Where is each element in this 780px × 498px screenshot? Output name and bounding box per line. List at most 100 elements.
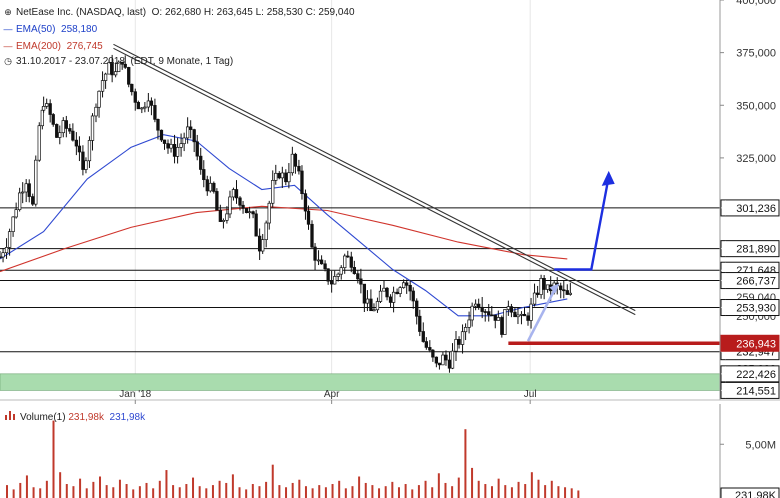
candle-body bbox=[562, 289, 566, 292]
volume-bar bbox=[577, 490, 580, 498]
candle-body bbox=[421, 331, 425, 342]
volume-bar bbox=[424, 480, 427, 498]
candle-body bbox=[254, 213, 258, 237]
volume-bar bbox=[172, 485, 175, 498]
candle-body bbox=[326, 268, 330, 282]
volume-bars-icon bbox=[5, 411, 17, 420]
candle-body bbox=[149, 100, 154, 106]
candle-body bbox=[140, 107, 144, 110]
candle-body bbox=[293, 153, 298, 167]
volume-bar bbox=[158, 480, 161, 498]
candle-body bbox=[477, 303, 481, 308]
candle-body bbox=[156, 119, 160, 131]
candle-body bbox=[473, 303, 478, 307]
level-tag-notch bbox=[721, 240, 726, 257]
ema50-line-icon: — bbox=[3, 24, 13, 34]
candle-body bbox=[61, 120, 65, 134]
candle-body bbox=[199, 155, 203, 170]
candle-body bbox=[166, 143, 170, 149]
legend-ema200: — EMA(200) 276,745 bbox=[3, 39, 103, 54]
volume-bar bbox=[397, 487, 400, 498]
vertical-gridlines bbox=[134, 0, 531, 400]
candle-body bbox=[94, 106, 98, 117]
volume-bar bbox=[205, 488, 208, 498]
candle-body bbox=[333, 276, 337, 285]
candle-body bbox=[490, 314, 494, 317]
candle-body bbox=[532, 292, 537, 305]
light-arrow-line bbox=[526, 285, 558, 342]
candle-body bbox=[565, 290, 569, 295]
candle-body bbox=[84, 160, 88, 170]
candle-body bbox=[64, 120, 68, 129]
candle-body bbox=[21, 191, 25, 194]
ema200-value: 276,745 bbox=[66, 41, 103, 52]
light-arrow-head bbox=[549, 283, 560, 294]
legend-ema50: — EMA(50) 258,180 bbox=[3, 22, 98, 37]
candle-body bbox=[27, 183, 31, 197]
legend-range: ◷ 31.10.2017 - 23.07.2018 (EDT, 9 Monate,… bbox=[3, 54, 233, 69]
candle-body bbox=[535, 292, 540, 295]
collapse-icon[interactable]: ⊕ bbox=[4, 7, 12, 17]
downtrend-channel bbox=[113, 43, 636, 316]
candle-body bbox=[487, 311, 491, 316]
time-axis: Jan '18 Apr Jul bbox=[119, 389, 537, 404]
volume-bar bbox=[99, 476, 102, 498]
volume-bar bbox=[45, 480, 48, 498]
ohlc-values: O: 262,680 H: 263,645 L: 258,530 C: 259,… bbox=[151, 7, 355, 18]
candle-body bbox=[208, 182, 212, 192]
volume-bar bbox=[318, 485, 321, 498]
candle-body bbox=[7, 231, 12, 248]
volume-bar bbox=[451, 486, 454, 498]
volume-bar bbox=[72, 486, 75, 498]
volume-bar bbox=[165, 470, 168, 498]
volume-bar bbox=[231, 474, 234, 498]
volume-bar bbox=[105, 485, 108, 498]
trendline-lower bbox=[113, 47, 636, 316]
candle-body bbox=[405, 282, 409, 286]
volume-pane bbox=[6, 420, 580, 498]
volume-bar bbox=[65, 484, 68, 498]
volume-bar bbox=[258, 486, 261, 498]
y-tick-label: 400,000 bbox=[736, 0, 776, 7]
level-tag-label: 222,426 bbox=[736, 369, 776, 381]
candle-body bbox=[130, 83, 134, 93]
volume-bar bbox=[291, 482, 294, 498]
candle-body bbox=[529, 303, 533, 321]
candle-body bbox=[175, 147, 180, 157]
volume-bar bbox=[331, 484, 334, 498]
candle-body bbox=[123, 63, 127, 68]
volume-bar bbox=[338, 480, 341, 498]
candle-body bbox=[408, 284, 412, 292]
volume-tick-label: 5,00M bbox=[745, 439, 776, 451]
candle-body bbox=[97, 90, 101, 108]
candle-body bbox=[369, 298, 373, 312]
candle-body bbox=[48, 103, 52, 115]
horizontal-levels bbox=[0, 207, 720, 353]
volume-bar bbox=[59, 472, 62, 498]
candle-body bbox=[496, 317, 500, 321]
volume-bar bbox=[391, 481, 394, 498]
ema50-value: 258,180 bbox=[61, 24, 98, 35]
volume-bar bbox=[497, 478, 500, 498]
candle-body bbox=[519, 313, 524, 316]
volume-bar bbox=[112, 487, 115, 498]
volume-bar bbox=[132, 489, 135, 498]
volume-tag-box bbox=[720, 487, 780, 498]
volume-bar bbox=[437, 473, 440, 498]
candle-body bbox=[228, 196, 232, 215]
candle-body bbox=[506, 306, 511, 310]
candle-body bbox=[185, 126, 190, 139]
candle-body bbox=[153, 105, 157, 120]
volume-tag-label: 231,98K bbox=[735, 490, 777, 498]
volume-bar bbox=[192, 477, 195, 498]
volume-bar bbox=[185, 484, 188, 498]
candle-body bbox=[74, 139, 79, 147]
ema200-polyline bbox=[0, 205, 568, 273]
candle-body bbox=[539, 278, 543, 295]
volume-bar bbox=[344, 488, 347, 498]
volume-bar bbox=[411, 489, 414, 498]
level-tag-notch bbox=[721, 272, 726, 289]
candle-body bbox=[290, 153, 295, 174]
volume-bar bbox=[19, 482, 22, 498]
candle-body bbox=[277, 172, 281, 179]
